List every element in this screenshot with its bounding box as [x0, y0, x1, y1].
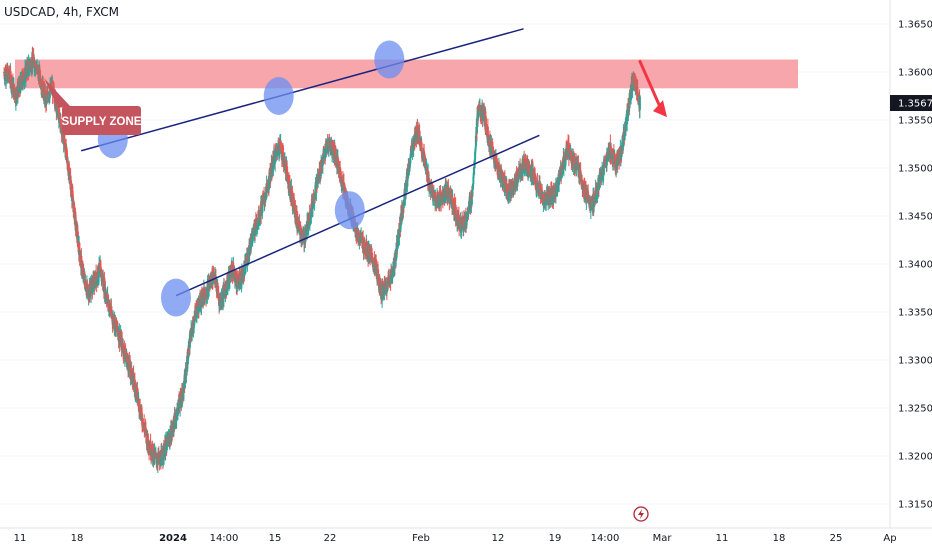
- candle-body: [78, 242, 81, 252]
- candle-body: [409, 163, 412, 165]
- supply-zone: [15, 59, 798, 89]
- candle-body: [558, 176, 561, 185]
- symbol-label: USDCAD, 4h, FXCM: [4, 5, 119, 19]
- candle-body: [534, 175, 537, 186]
- candle-body: [284, 161, 287, 163]
- candle-body: [321, 158, 324, 166]
- candle-body: [19, 77, 22, 93]
- candle-body: [505, 183, 508, 195]
- candle-body: [474, 146, 477, 150]
- candle-body: [470, 195, 473, 205]
- candle-body: [339, 168, 342, 176]
- candle-body: [626, 109, 629, 125]
- candle-body: [108, 303, 111, 307]
- candle-body: [420, 142, 423, 152]
- candle-body: [65, 147, 68, 151]
- candle-body: [73, 202, 76, 219]
- candle-body: [607, 153, 610, 159]
- candle-body: [274, 151, 277, 164]
- candle-body: [512, 190, 515, 196]
- candle-body: [526, 159, 529, 168]
- candle-body: [130, 368, 133, 380]
- candle-body: [13, 84, 16, 91]
- candle-body: [450, 194, 453, 201]
- candle-body: [48, 91, 51, 99]
- candle-body: [286, 166, 289, 174]
- candle-body: [126, 357, 129, 364]
- candle-body: [472, 176, 475, 185]
- candle-body: [32, 54, 35, 58]
- candle-body: [191, 329, 194, 337]
- candle-body: [269, 171, 272, 176]
- candle-body: [579, 170, 582, 180]
- candle-body: [486, 126, 489, 138]
- candle-body: [160, 452, 163, 466]
- candle-body: [116, 321, 119, 330]
- candle-body: [179, 400, 182, 409]
- candle-body: [623, 126, 626, 141]
- candle-body: [471, 186, 474, 190]
- candle-body: [495, 158, 498, 163]
- candle-body: [392, 270, 395, 275]
- candle-body: [423, 153, 426, 156]
- candle-body: [308, 223, 311, 225]
- candle-body: [490, 142, 493, 146]
- candle-body: [183, 376, 186, 389]
- candle-body: [188, 343, 191, 348]
- candle-body: [36, 65, 39, 67]
- candle-body: [511, 181, 514, 192]
- candle-body: [63, 139, 66, 145]
- candle-body: [603, 163, 606, 168]
- candle-body: [33, 61, 36, 69]
- candle-body: [193, 318, 196, 325]
- candle-body: [149, 441, 152, 456]
- candle-body: [337, 157, 340, 165]
- candle-body: [418, 130, 421, 140]
- candle-body: [473, 158, 476, 163]
- candle-body: [427, 171, 430, 186]
- candle-body: [226, 281, 229, 289]
- candle-body: [581, 179, 584, 185]
- candle-body: [575, 165, 578, 168]
- candle-body: [261, 206, 264, 213]
- candle-body: [585, 197, 588, 203]
